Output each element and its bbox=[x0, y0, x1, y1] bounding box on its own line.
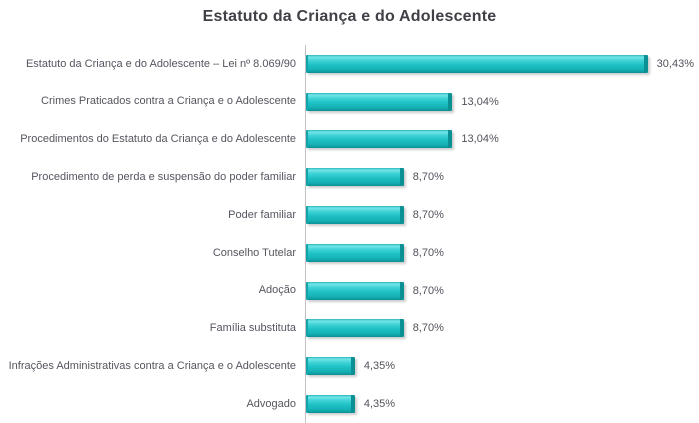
bar bbox=[306, 395, 355, 414]
category-label: Conselho Tutelar bbox=[212, 246, 296, 259]
value-label: 13,04% bbox=[461, 133, 499, 146]
bar bbox=[306, 168, 404, 187]
chart-row: Família substituta 8,70% bbox=[0, 309, 699, 348]
bar bbox=[306, 319, 404, 338]
bar-plot-area: 8,70% bbox=[305, 309, 699, 348]
category-label: Poder familiar bbox=[228, 208, 296, 221]
value-label: 13,04% bbox=[461, 95, 499, 108]
value-label: 4,35% bbox=[363, 360, 396, 373]
bar-plot-area: 4,35% bbox=[305, 385, 699, 423]
chart-row: Infrações Administrativas contra a Crian… bbox=[0, 347, 699, 386]
chart-row: Adoção 8,70% bbox=[0, 271, 699, 310]
chart-row: Procedimentos do Estatuto da Criança e d… bbox=[0, 120, 699, 159]
category-label: Procedimentos do Estatuto da Criança e d… bbox=[20, 133, 296, 146]
chart-row: Advogado 4,35% bbox=[0, 385, 699, 423]
category-label: Família substituta bbox=[209, 322, 296, 335]
value-label: 8,70% bbox=[412, 322, 444, 335]
value-label: 8,70% bbox=[412, 284, 444, 297]
bar-plot-area: 30,43% bbox=[305, 45, 699, 83]
bar-plot-area: 8,70% bbox=[305, 233, 699, 272]
category-label: Infrações Administrativas contra a Crian… bbox=[8, 359, 296, 372]
bar-plot-area: 8,70% bbox=[305, 196, 699, 234]
bar bbox=[306, 130, 453, 149]
chart-row: Crimes Praticados contra a Criança e o A… bbox=[0, 82, 699, 121]
chart-title: Estatuto da Criança e do Adolescente bbox=[202, 8, 497, 25]
category-label: Advogado bbox=[246, 397, 296, 410]
bar bbox=[306, 92, 453, 111]
bar-plot-area: 4,35% bbox=[305, 347, 699, 386]
chart-row: Poder familiar 8,70% bbox=[0, 196, 699, 234]
bar-chart: Estatuto da Criança e do Adolescente – L… bbox=[0, 45, 699, 423]
value-label: 30,43% bbox=[656, 57, 694, 70]
bar bbox=[306, 54, 648, 73]
bar bbox=[306, 243, 404, 262]
bar-plot-area: 8,70% bbox=[305, 158, 699, 197]
bar bbox=[306, 206, 404, 225]
chart-row: Estatuto da Criança e do Adolescente – L… bbox=[0, 45, 699, 83]
chart-row: Procedimento de perda e suspensão do pod… bbox=[0, 158, 699, 197]
bar-plot-area: 13,04% bbox=[305, 120, 699, 159]
value-label: 8,70% bbox=[412, 246, 444, 259]
bar-plot-area: 8,70% bbox=[305, 271, 699, 310]
chart-row: Conselho Tutelar 8,70% bbox=[0, 233, 699, 272]
value-label: 8,70% bbox=[412, 171, 444, 184]
bar bbox=[306, 281, 404, 300]
value-label: 8,70% bbox=[412, 209, 444, 222]
category-label: Estatuto da Criança e do Adolescente – L… bbox=[25, 57, 296, 70]
category-label: Procedimento de perda e suspensão do pod… bbox=[31, 170, 296, 183]
category-label: Crimes Praticados contra a Criança e o A… bbox=[41, 95, 296, 108]
bar-plot-area: 13,04% bbox=[305, 82, 699, 121]
bar bbox=[306, 357, 355, 376]
value-label: 4,35% bbox=[363, 398, 396, 411]
category-label: Adoção bbox=[258, 284, 296, 297]
